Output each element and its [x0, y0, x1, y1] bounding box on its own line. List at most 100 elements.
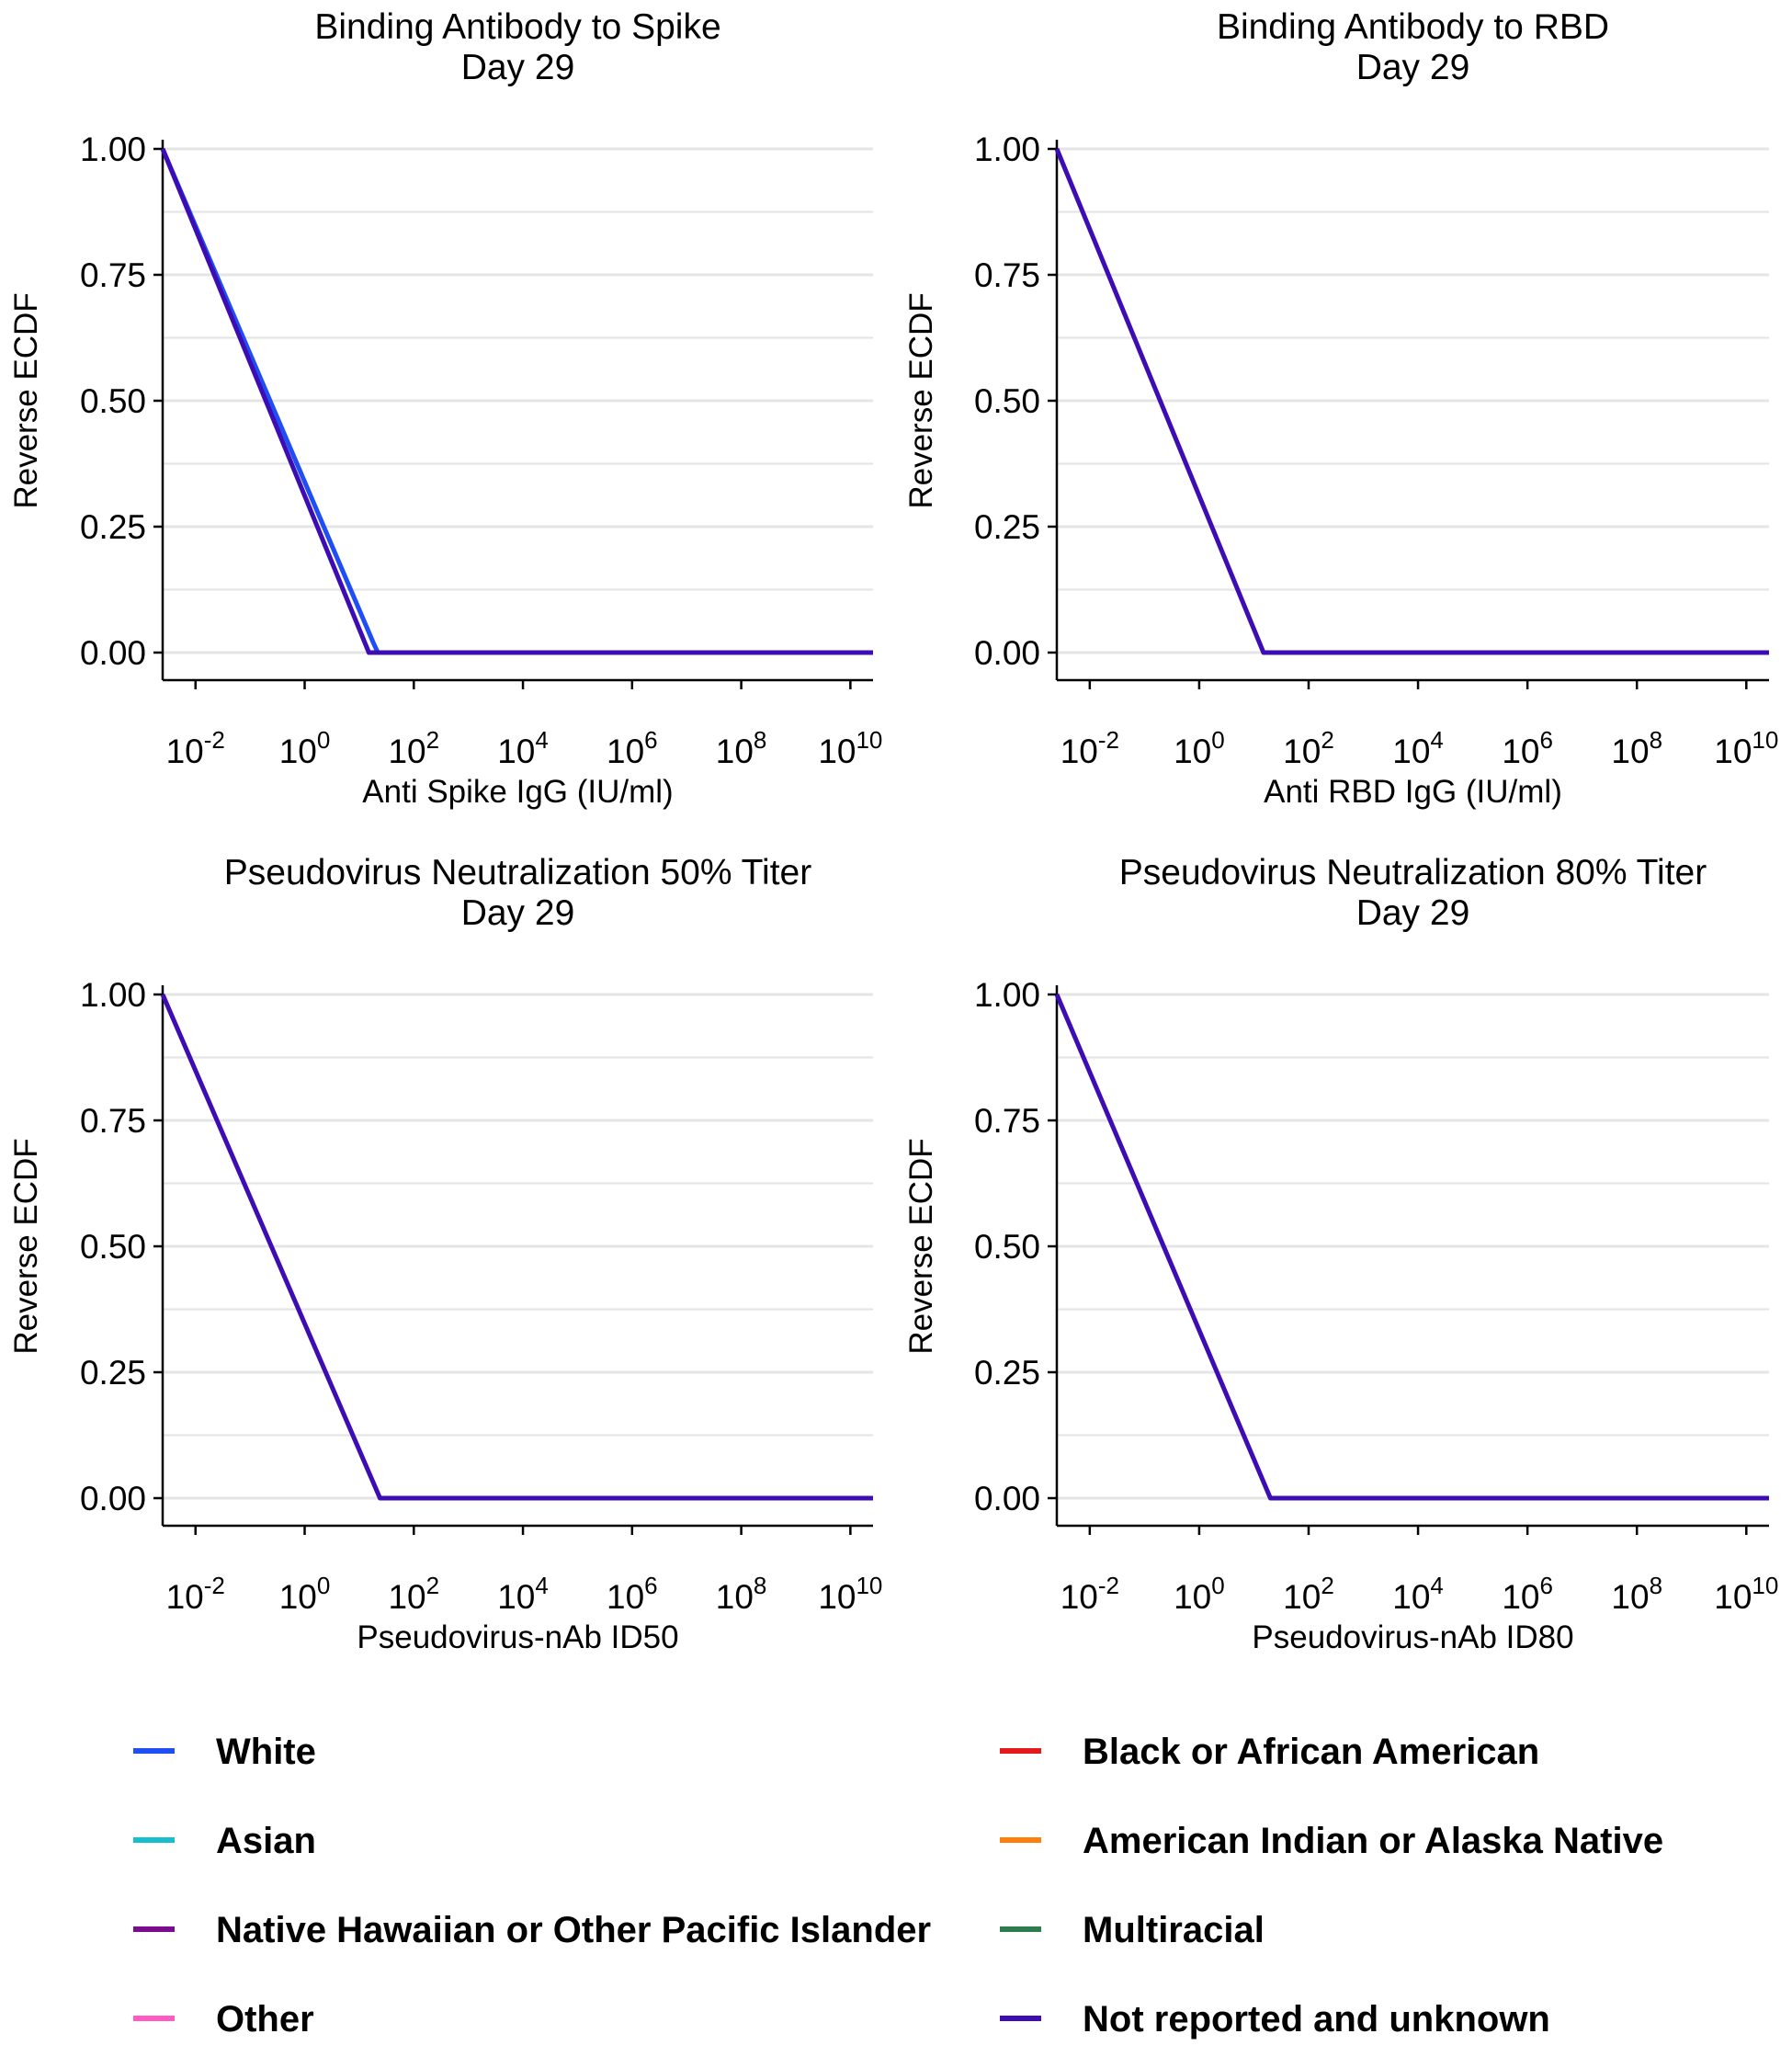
x-tick-base: 10	[1392, 733, 1430, 770]
x-tick-label: 10-2	[1060, 1572, 1119, 1616]
panel-subtitle: Day 29	[461, 893, 575, 933]
legend: White Black or African American Asian Ameri…	[133, 1732, 1663, 2040]
x-tick-base: 10	[716, 1578, 754, 1616]
x-tick-exponent: 10	[1752, 1572, 1778, 1599]
x-tick-exponent: 6	[1539, 1572, 1552, 1599]
legend-label: Black or African American	[1083, 1732, 1539, 1772]
x-tick-base: 10	[1060, 733, 1098, 770]
chart-panel-4: Pseudovirus Neutralization 80% TiterDay …	[903, 853, 1778, 1655]
x-tick-base: 10	[1502, 1578, 1539, 1616]
x-tick-label: 1010	[1714, 726, 1778, 770]
x-tick-label: 102	[1283, 726, 1334, 770]
x-tick-label: 106	[607, 726, 658, 770]
x-tick-base: 10	[818, 1578, 856, 1616]
x-tick-label: 100	[279, 1572, 331, 1616]
y-tick-label: 0.00	[974, 1480, 1040, 1517]
x-tick-label: 104	[1392, 1572, 1444, 1616]
x-tick-base: 10	[607, 1578, 644, 1616]
legend-item: Not reported and unknown	[1000, 1999, 1550, 2040]
x-tick-label: 108	[1611, 1572, 1662, 1616]
y-tick-label: 0.50	[974, 1228, 1040, 1266]
y-tick-label: 0.50	[974, 382, 1040, 420]
x-tick-exponent: 6	[644, 726, 657, 754]
x-tick-label: 108	[1611, 726, 1662, 770]
x-tick-exponent: 10	[1752, 726, 1778, 754]
legend-item: Other	[133, 1999, 314, 2040]
y-axis-label: Reverse ECDF	[8, 1138, 44, 1354]
x-tick-exponent: 2	[1321, 1572, 1333, 1599]
x-tick-label: 108	[716, 1572, 767, 1616]
y-axis-label: Reverse ECDF	[8, 292, 44, 508]
x-tick-base: 10	[388, 733, 425, 770]
y-tick-label: 0.25	[80, 1354, 146, 1392]
legend-label: Asian	[216, 1821, 316, 1861]
x-tick-label: 104	[497, 1572, 549, 1616]
legend-label: Native Hawaiian or Other Pacific Islande…	[216, 1910, 931, 1950]
x-tick-base: 10	[497, 733, 535, 770]
x-tick-base: 10	[279, 1578, 317, 1616]
legend-label: American Indian or Alaska Native	[1083, 1821, 1663, 1861]
x-tick-label: 102	[1283, 1572, 1334, 1616]
y-tick-label: 0.25	[974, 1354, 1040, 1392]
x-tick-exponent: 2	[426, 1572, 439, 1599]
legend-item: Black or African American	[1000, 1732, 1539, 1772]
series-line-not-reported-and-unknown	[1054, 148, 1769, 655]
x-tick-label: 10-2	[1060, 726, 1119, 770]
panel-subtitle: Day 29	[1356, 893, 1470, 933]
y-axis-label: Reverse ECDF	[903, 1138, 939, 1354]
y-axis-label: Reverse ECDF	[903, 292, 939, 508]
legend-item: White	[133, 1732, 316, 1772]
y-tick-label: 0.00	[974, 634, 1040, 672]
x-tick-exponent: 8	[1650, 726, 1662, 754]
x-tick-exponent: -2	[1098, 1572, 1119, 1599]
x-tick-base: 10	[1174, 1578, 1211, 1616]
x-tick-label: 1010	[1714, 1572, 1778, 1616]
x-tick-base: 10	[1611, 733, 1649, 770]
x-tick-base: 10	[716, 733, 754, 770]
x-tick-exponent: -2	[204, 1572, 225, 1599]
x-tick-exponent: 10	[856, 1572, 882, 1599]
x-tick-base: 10	[1174, 733, 1211, 770]
x-tick-label: 10-2	[166, 726, 225, 770]
x-tick-base: 10	[166, 1578, 204, 1616]
x-tick-label: 104	[1392, 726, 1444, 770]
panel-subtitle: Day 29	[461, 48, 575, 87]
x-tick-base: 10	[497, 1578, 535, 1616]
legend-label: Other	[216, 1999, 314, 2040]
x-tick-base: 10	[1502, 733, 1539, 770]
panel-title: Binding Antibody to Spike	[314, 7, 720, 47]
series-line-not-reported-and-unknown	[160, 148, 873, 655]
x-tick-base: 10	[1714, 733, 1752, 770]
x-tick-base: 10	[388, 1578, 425, 1616]
x-axis-label: Anti Spike IgG (IU/ml)	[362, 774, 673, 810]
x-tick-exponent: 2	[426, 726, 439, 754]
x-tick-label: 104	[497, 726, 549, 770]
x-tick-base: 10	[1283, 733, 1321, 770]
series-line-not-reported-and-unknown	[1054, 994, 1769, 1501]
x-tick-exponent: 4	[535, 1572, 548, 1599]
x-tick-label: 106	[607, 1572, 658, 1616]
y-tick-label: 0.50	[80, 1228, 146, 1266]
x-tick-exponent: 6	[644, 1572, 657, 1599]
x-tick-exponent: 4	[1430, 1572, 1443, 1599]
panel-title: Binding Antibody to RBD	[1217, 7, 1609, 47]
x-tick-label: 102	[388, 1572, 439, 1616]
x-tick-exponent: 10	[856, 726, 882, 754]
legend-item: Multiracial	[1000, 1910, 1265, 1950]
legend-item: American Indian or Alaska Native	[1000, 1821, 1663, 1861]
x-tick-exponent: 2	[1321, 726, 1333, 754]
x-tick-label: 10-2	[166, 1572, 225, 1616]
y-tick-label: 0.00	[80, 1480, 146, 1517]
panel-title: Pseudovirus Neutralization 50% Titer	[224, 853, 811, 892]
legend-item: Asian	[133, 1821, 316, 1861]
x-tick-base: 10	[1060, 1578, 1098, 1616]
x-tick-base: 10	[1392, 1578, 1430, 1616]
x-tick-label: 100	[279, 726, 331, 770]
x-tick-base: 10	[1611, 1578, 1649, 1616]
y-tick-label: 0.00	[80, 634, 146, 672]
legend-label: Multiracial	[1083, 1910, 1265, 1950]
y-tick-label: 0.25	[80, 508, 146, 546]
x-tick-label: 102	[388, 726, 439, 770]
